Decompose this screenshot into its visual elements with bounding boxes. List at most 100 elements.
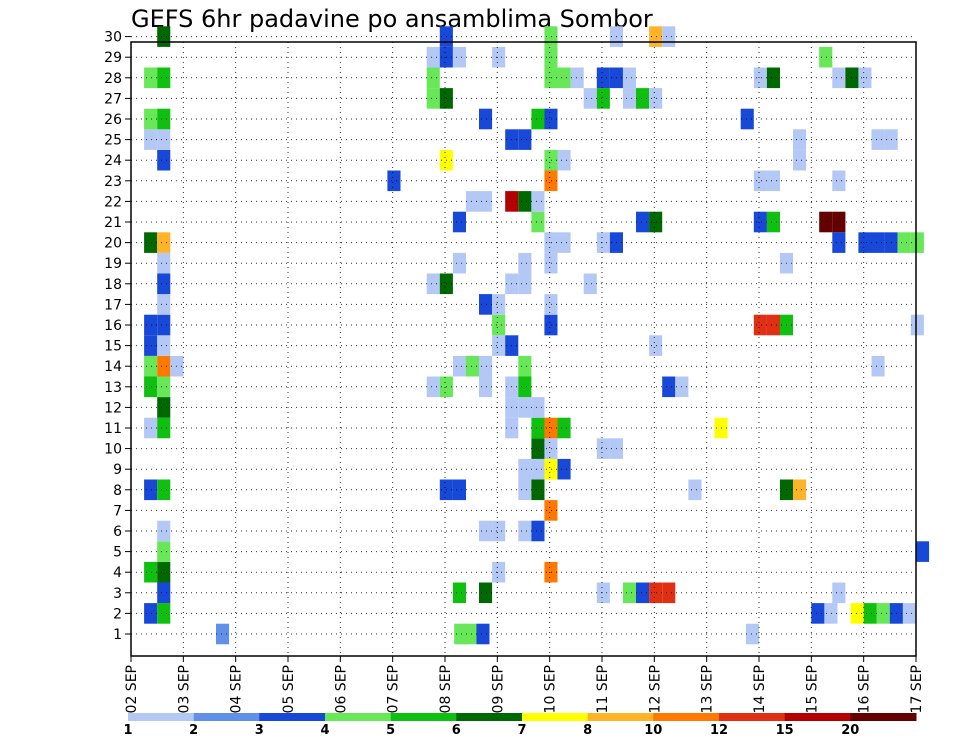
- heatmap-cell: [766, 170, 780, 192]
- y-tick-label: 11: [104, 421, 122, 437]
- heatmap-cell: [871, 232, 885, 253]
- heatmap-cell: [871, 355, 885, 377]
- heatmap-cell: [518, 376, 532, 398]
- heatmap-cell: [465, 355, 479, 377]
- heatmap-cell: [902, 603, 916, 624]
- heatmap-cell: [544, 108, 558, 130]
- heatmap-cell: [897, 232, 911, 253]
- heatmap-cell: [662, 376, 676, 398]
- heatmap-cell: [596, 88, 610, 109]
- heatmap-cell: [858, 67, 872, 89]
- colorbar-legend: 1 2 3 4 5 6 7 8 10 12 15 20: [123, 713, 917, 738]
- colorbar-swatch: [259, 713, 326, 721]
- heatmap-cell: [426, 88, 440, 109]
- heatmap-cell: [479, 520, 493, 542]
- colorbar-tick-label: 12: [710, 723, 728, 738]
- heatmap-cell: [157, 149, 171, 171]
- y-tick-label: 19: [104, 256, 122, 272]
- heatmap-cell: [452, 582, 466, 604]
- heatmap-cell: [544, 438, 558, 459]
- y-tick-label: 20: [104, 236, 122, 252]
- x-tick-label: 06 SEP: [333, 665, 349, 713]
- y-tick-label: 26: [104, 112, 122, 128]
- y-tick-label: 18: [104, 277, 122, 293]
- heatmap-cell: [463, 623, 477, 645]
- colorbar-tick-label: 1: [123, 723, 132, 738]
- heatmap-cell: [426, 273, 440, 295]
- heatmap-cell: [544, 46, 558, 68]
- heatmap-cell: [819, 46, 833, 68]
- heatmap-cell: [557, 458, 571, 480]
- heatmap-cell: [832, 211, 846, 233]
- heatmap-cell: [583, 88, 597, 109]
- heatmap-cell: [793, 129, 807, 150]
- x-tick-label: 07 SEP: [386, 665, 402, 713]
- heatmap-cell: [688, 479, 702, 501]
- heatmap-cell: [544, 458, 558, 480]
- heatmap-cell: [157, 561, 171, 583]
- heatmap-cell: [557, 67, 571, 89]
- heatmap-cell: [876, 603, 890, 624]
- heatmap-cell: [157, 252, 171, 274]
- y-tick-label: 30: [104, 30, 122, 46]
- heatmap-cell: [636, 88, 650, 109]
- x-tick-label: 09 SEP: [490, 665, 506, 713]
- y-tick-label: 7: [113, 503, 122, 519]
- heatmap-cell: [636, 211, 650, 233]
- heatmap-cell: [531, 520, 545, 542]
- colorbar-tick-label: 3: [255, 723, 264, 738]
- heatmap-cell: [157, 129, 171, 150]
- heatmap-cell: [157, 520, 171, 542]
- heatmap-cell: [144, 232, 158, 253]
- heatmap-cell: [157, 603, 171, 624]
- heatmap-cell: [753, 211, 767, 233]
- heatmap-cell: [753, 314, 767, 336]
- heatmap-cell: [544, 170, 558, 192]
- heatmap-cell: [544, 252, 558, 274]
- colorbar-tick-label: 8: [583, 723, 592, 738]
- heatmap-cell: [570, 67, 584, 89]
- heatmap-cell: [479, 191, 493, 212]
- heatmap-cell: [557, 417, 571, 439]
- heatmap-cell: [649, 211, 663, 233]
- heatmap-cell: [518, 479, 532, 501]
- heatmap-cell: [157, 397, 171, 418]
- heatmap-cell: [531, 191, 545, 212]
- y-tick-label: 10: [104, 442, 122, 458]
- heatmap-cell: [157, 479, 171, 501]
- x-tick-label: 11 SEP: [595, 665, 611, 713]
- heatmap-cell: [479, 582, 493, 604]
- y-tick-label: 27: [104, 91, 122, 107]
- colorbar-swatch: [128, 713, 195, 721]
- heatmap-cell: [157, 541, 171, 562]
- x-tick-label: 15 SEP: [804, 665, 820, 713]
- heatmap-cell: [544, 314, 558, 336]
- colorbar-swatch: [587, 713, 654, 721]
- colorbar-swatch: [784, 713, 851, 721]
- x-tick-label: 08 SEP: [438, 665, 454, 713]
- y-tick-label: 13: [104, 380, 122, 396]
- heatmap-cell: [858, 232, 872, 253]
- x-tick-label: 05 SEP: [281, 665, 297, 713]
- heatmap-cell: [518, 252, 532, 274]
- y-tick-label: 8: [113, 483, 122, 499]
- x-tick-label: 16 SEP: [857, 665, 873, 713]
- heatmap-cell: [518, 458, 532, 480]
- colorbar-tick-label: 10: [644, 723, 662, 738]
- heatmap-cell: [557, 232, 571, 253]
- y-tick-label: 23: [104, 174, 122, 190]
- heatmap-cell: [492, 294, 506, 315]
- y-tick-label: 28: [104, 71, 122, 87]
- x-tick-label: 12 SEP: [647, 665, 663, 713]
- colorbar-swatch: [456, 713, 523, 721]
- heatmap-cell: [157, 232, 171, 253]
- heatmap-cell: [544, 417, 558, 439]
- heatmap-cell: [850, 603, 864, 624]
- heatmap-cell: [622, 582, 636, 604]
- heatmap-cell: [492, 520, 506, 542]
- heatmap-cell: [832, 67, 846, 89]
- heatmap-cell: [863, 603, 877, 624]
- x-tick-label: 03 SEP: [176, 665, 192, 713]
- heatmap-cell: [649, 88, 663, 109]
- heatmap-cell: [622, 88, 636, 109]
